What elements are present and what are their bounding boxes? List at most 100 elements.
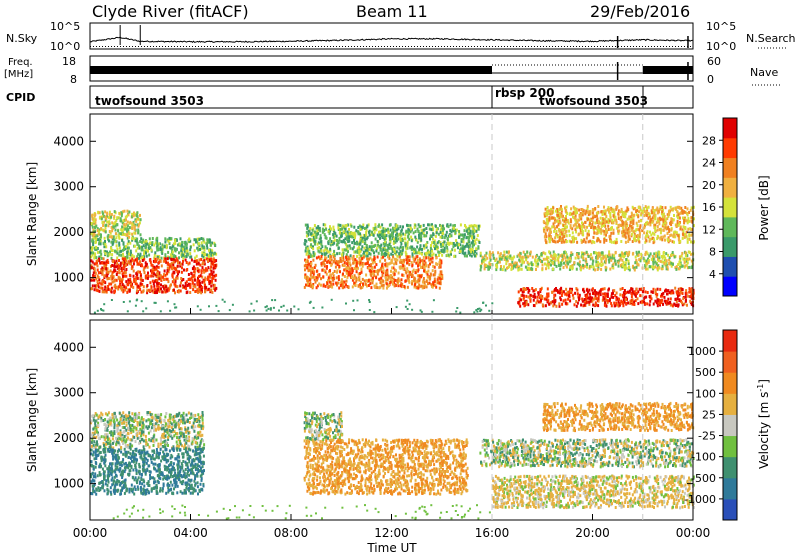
velocity-blob-4 (479, 438, 695, 469)
power-colorbar-swatch-1 (723, 256, 737, 277)
noise-right-label: N.Search (746, 32, 796, 45)
freq-tick-bottom: 8 (70, 73, 77, 86)
time-tick-label-4: 16:00 (475, 526, 510, 540)
velocity-colorbar-swatch-0 (723, 498, 737, 521)
velocity-ytick-label-1: 2000 (53, 431, 84, 445)
noise-right-tick-bottom: 10^0 (706, 40, 736, 53)
power-ytick-label-3: 4000 (53, 134, 84, 148)
velocity-colorbar-tick-label-2: 100 (695, 387, 716, 400)
power-blob-4 (303, 254, 444, 290)
power-blob-1 (90, 257, 218, 295)
power-ground-scatter (93, 298, 494, 314)
power-blob-7 (542, 204, 695, 245)
freq-label-2: [MHz] (4, 69, 33, 80)
freq-tick-top: 18 (62, 55, 76, 68)
velocity-colorbar-tick-label-1: 500 (695, 366, 716, 379)
velocity-colorbar-swatch-5 (723, 393, 737, 415)
power-colorbar-tick-label-1: 24 (702, 157, 716, 170)
time-tick-label-6: 00:00 (676, 526, 711, 540)
velocity-blob-2 (303, 438, 469, 496)
power-colorbar-tick-label-6: 4 (709, 268, 716, 281)
station-title: Clyde River (fitACF) (92, 2, 249, 21)
power-colorbar-tick-label-2: 20 (702, 179, 716, 192)
power-blob-5 (479, 250, 695, 272)
power-blob-3 (303, 223, 481, 258)
power-colorbar-swatch-8 (723, 118, 737, 139)
nave-tick-bottom: 0 (707, 73, 714, 86)
time-tick-label-1: 04:00 (173, 526, 208, 540)
power-colorbar-label: Power [dB] (757, 175, 771, 240)
power-y-axis: 1000 2000 3000 4000 (53, 134, 693, 285)
time-axis-label: Time UT (366, 541, 417, 554)
velocity-colorbar-tick-label-5: -100 (691, 451, 716, 464)
cpid-label: CPID (6, 91, 35, 104)
freq-panel: Freq. [MHz] 18 8 60 0 Nave (4, 55, 782, 86)
velocity-blob-0 (90, 411, 206, 451)
velocity-colorbar-swatch-3 (723, 435, 737, 458)
power-colorbar-tick-label-4: 12 (702, 223, 716, 236)
velocity-colorbar-swatch-1 (723, 477, 737, 500)
power-y-label: Slant Range [km] (25, 162, 39, 266)
noise-right-tick-top: 10^5 (706, 20, 736, 33)
power-heatmap (90, 204, 695, 314)
power-ytick-label-1: 2000 (53, 225, 84, 239)
power-colorbar-tick-label-5: 8 (709, 246, 716, 259)
noise-sky-line (89, 36, 694, 43)
power-colorbar: 28 24 20 16 12 8 4 Power [dB] (702, 117, 771, 297)
noise-left-label: N.Sky (6, 32, 38, 45)
power-blob-2 (90, 209, 142, 240)
cpid-segment-1: twofsound 3503 (95, 94, 204, 108)
cpid-change-markers (491, 114, 644, 520)
power-colorbar-swatch-6 (723, 157, 737, 178)
time-axis: 00:00 04:00 08:00 12:00 16:00 20:00 00:00 (73, 308, 711, 540)
power-ytick-label-2: 3000 (53, 180, 84, 194)
cpid-panel: CPID twofsound 3503 rbsp 200 twofsound 3… (6, 85, 694, 109)
velocity-colorbar-swatch-8 (723, 330, 737, 352)
cpid-segment-2: rbsp 200 (495, 86, 554, 100)
power-colorbar-swatch-5 (723, 177, 737, 198)
beam-title: Beam 11 (356, 2, 428, 21)
velocity-ground-scatter (112, 504, 491, 520)
noise-lines (89, 25, 694, 48)
power-colorbar-swatch-3 (723, 216, 737, 238)
power-blob-6 (517, 286, 695, 308)
power-colorbar-swatch-7 (723, 137, 737, 159)
power-colorbar-swatch-4 (723, 197, 737, 218)
velocity-colorbar-swatch-2 (723, 456, 737, 479)
velocity-colorbar-tick-label-4: -25 (698, 430, 716, 443)
velocity-colorbar-swatch-4 (723, 414, 737, 437)
velocity-ytick-label-2: 3000 (53, 386, 84, 400)
velocity-blob-6 (542, 401, 695, 433)
velocity-y-axis: 1000 2000 3000 4000 (53, 340, 693, 491)
freq-lines (90, 62, 693, 80)
velocity-panel: 1000 2000 3000 4000 Slant Range [km] (25, 319, 695, 521)
velocity-y-label: Slant Range [km] (25, 368, 39, 472)
velocity-colorbar-tick-label-7: -1000 (684, 493, 716, 506)
velocity-blob-5 (492, 474, 695, 510)
velocity-heatmap (90, 401, 695, 520)
time-tick-label-5: 20:00 (575, 526, 610, 540)
noise-left-tick-bottom: 10^0 (50, 40, 80, 53)
velocity-colorbar: 1000 500 100 25 -25 -100 -500 -1000 Velocity [m… (684, 329, 771, 521)
velocity-blob-3 (303, 411, 344, 442)
velocity-blob-1 (90, 447, 205, 496)
power-colorbar-swatch-2 (723, 236, 737, 257)
velocity-colorbar-swatch-7 (723, 351, 737, 373)
velocity-colorbar-swatch-6 (723, 372, 737, 394)
noise-left-tick-top: 10^5 (50, 20, 80, 33)
nave-label: Nave (750, 66, 778, 79)
power-colorbar-tick-label-3: 16 (702, 201, 716, 214)
power-panel: 1000 2000 3000 4000 Slant Range [km] (25, 113, 695, 315)
noise-panel: N.Sky 10^5 10^0 10^5 10^0 N.Search (6, 20, 796, 53)
power-colorbar-swatch-0 (723, 276, 737, 297)
cpid-segment-3: twofsound 3503 (539, 94, 648, 108)
velocity-colorbar-tick-label-6: -500 (691, 472, 716, 485)
time-tick-label-3: 12:00 (374, 526, 409, 540)
nave-tick-top: 60 (707, 55, 721, 68)
power-colorbar-tick-label-0: 28 (702, 134, 716, 147)
velocity-colorbar-label: Velocity [m s-1] (756, 379, 771, 469)
freq-band-2 (642, 66, 693, 74)
power-ytick-label-0: 1000 (53, 271, 84, 285)
date-title: 29/Feb/2016 (590, 2, 690, 21)
